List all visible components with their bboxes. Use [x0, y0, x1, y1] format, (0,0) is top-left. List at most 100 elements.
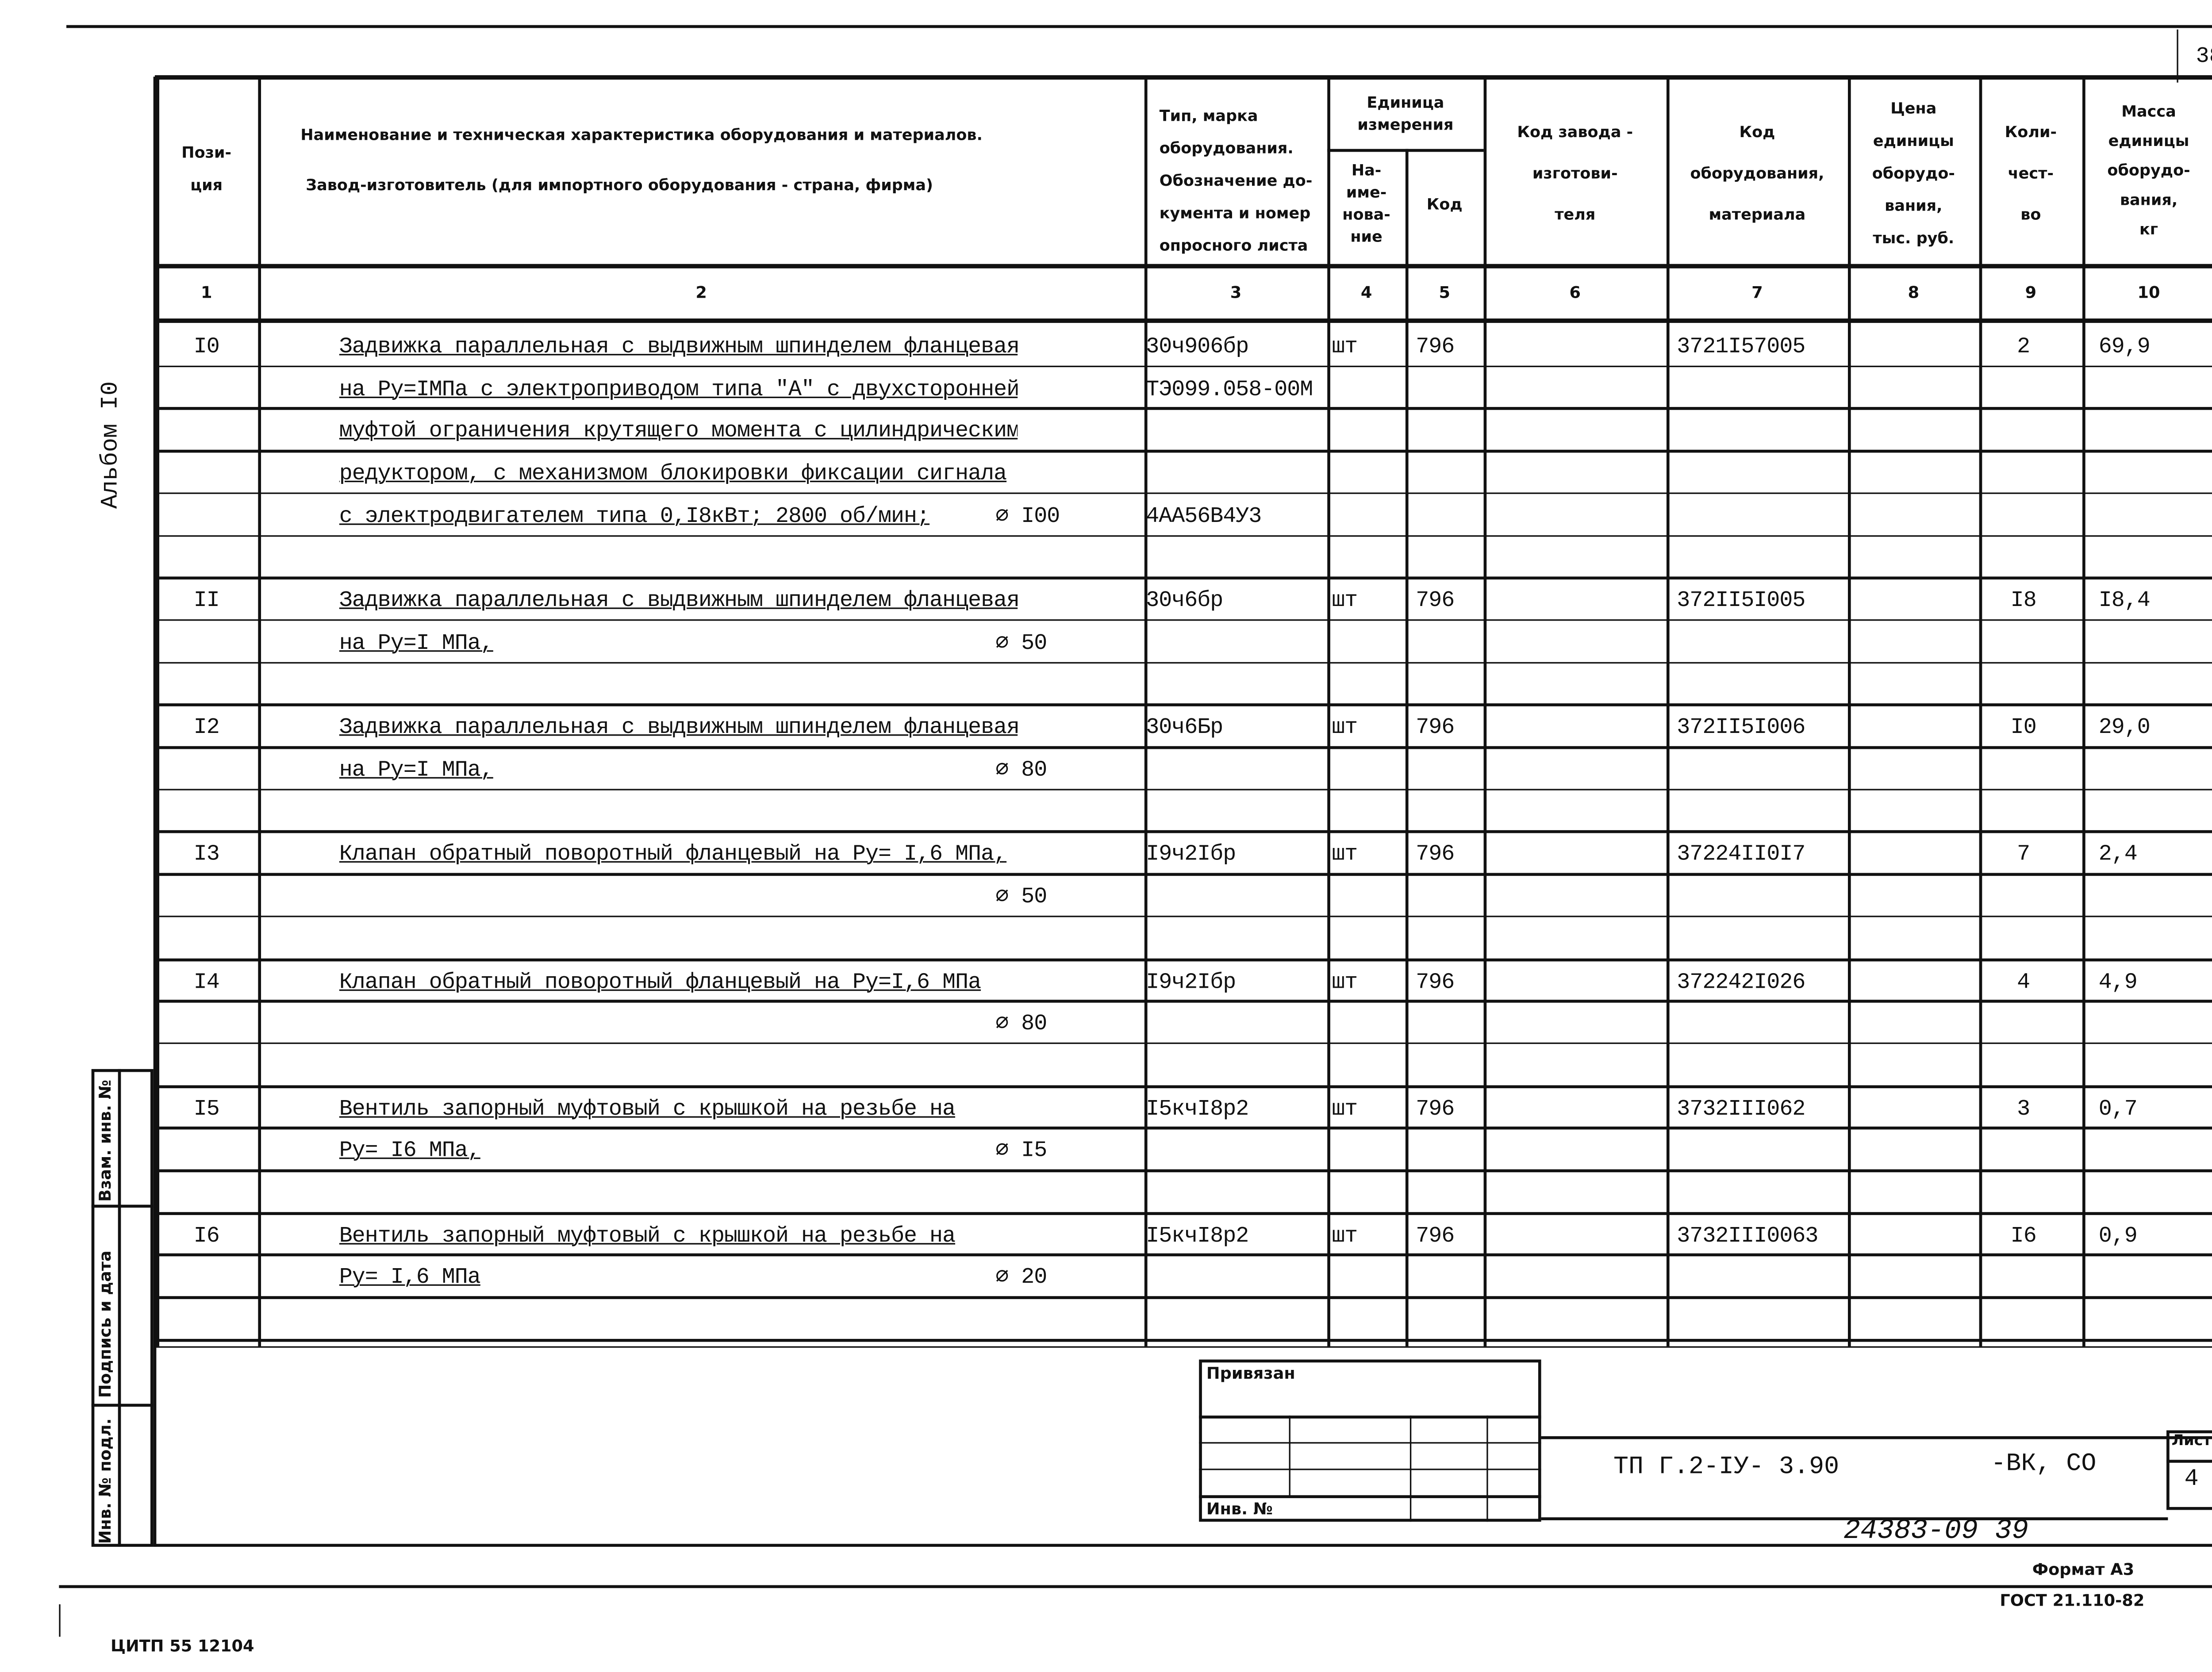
quantity-cell: 4	[2017, 969, 2030, 995]
stamp-vzam-inv: Взам. инв. №	[96, 1080, 115, 1202]
quantity-cell: I8	[2010, 588, 2037, 614]
type-cell: 30ч6Бр	[1146, 715, 1223, 741]
column-number: 7	[1751, 283, 1763, 303]
top-frame-line	[66, 25, 2212, 28]
type-cell: I5кчI8р2	[1146, 1223, 1249, 1249]
row-divider	[155, 619, 2212, 621]
row-divider	[155, 746, 2212, 748]
inventory-number-label: Инв. №	[1206, 1499, 1273, 1519]
quantity-cell: 3	[2017, 1096, 2030, 1122]
column-number: 5	[1439, 283, 1451, 303]
unit-cell: шт	[1332, 1096, 1358, 1122]
row-divider	[155, 1296, 2212, 1299]
column-number: 3	[1230, 283, 1242, 303]
row-divider	[155, 1000, 2212, 1002]
description-cell: с электродвигателем типа 0,I8кВт; 2800 о…	[339, 504, 930, 529]
type-cell: I5кчI8р2	[1146, 1096, 1249, 1122]
row-divider	[155, 661, 2212, 664]
column-number: 4	[1360, 283, 1372, 303]
sheet-label: Лист	[2171, 1433, 2212, 1450]
sheet-value: 4	[2184, 1465, 2199, 1492]
unit-code-cell: 796	[1416, 715, 1455, 741]
description-cell: Клапан обратный поворотный фланцевый на …	[339, 842, 1007, 868]
row-divider	[155, 365, 2212, 368]
description-cell: Ру= I6 МПа,	[339, 1139, 481, 1164]
header-unit-group: Единица измерения	[1357, 94, 1454, 134]
row-divider	[155, 915, 2212, 918]
header-unit-mass: Масса единицы оборудо- вания, кг	[2107, 102, 2190, 238]
row-divider	[155, 831, 2212, 834]
diameter-cell: ⌀ 80	[995, 1012, 1047, 1037]
column-divider	[1483, 77, 1487, 1346]
type-cell: ТЭ099.058-00М	[1146, 377, 1313, 403]
row-divider	[155, 1127, 2212, 1129]
description-cell: редуктором, с механизмом блокировки фикс…	[339, 461, 1007, 487]
table-top-border	[155, 75, 2212, 80]
equipment-code-cell: 3721I57005	[1677, 334, 1805, 360]
sheet-box-left	[2177, 29, 2178, 83]
description-cell: на Ру=IМПа с электроприводом типа "А" с …	[339, 377, 1018, 403]
equipment-code-cell: 3732III062	[1677, 1096, 1805, 1122]
diameter-cell: ⌀ 20	[995, 1266, 1047, 1291]
row-divider	[155, 1338, 2212, 1342]
row-divider	[155, 1169, 2212, 1172]
row-divider	[155, 450, 2212, 453]
document-designation: ТП Г.2-IУ- 3.90	[1613, 1453, 1839, 1482]
publisher-code: ЦИТП 55 12104	[111, 1637, 254, 1656]
stamp-signature-date: Подпись и дата	[96, 1250, 115, 1398]
unit-code-cell: 796	[1416, 969, 1455, 995]
mass-cell: 2,4	[2098, 842, 2138, 868]
format-label: Формат А3	[2032, 1560, 2135, 1580]
column-divider	[258, 77, 261, 1346]
mass-cell: I8,4	[2098, 588, 2151, 614]
position-cell: I4	[193, 969, 220, 995]
column-number: 6	[1569, 283, 1581, 303]
column-divider	[1848, 77, 1851, 1346]
row-divider	[155, 704, 2212, 707]
type-cell: 4АА56В4У3	[1146, 504, 1262, 529]
quantity-cell: I6	[2010, 1223, 2037, 1249]
position-cell: II	[193, 588, 220, 614]
column-divider	[1144, 77, 1148, 1346]
row-divider	[155, 1254, 2212, 1256]
mass-cell: 29,0	[2098, 715, 2151, 741]
equipment-code-cell: 3732III0063	[1677, 1223, 1818, 1249]
header-unit-name: На- име- нова- ние	[1342, 162, 1390, 246]
diameter-cell: ⌀ I5	[995, 1139, 1047, 1164]
header-unit-price: Цена единицы оборудо- вания, тыс. руб.	[1872, 100, 1955, 247]
description-cell: Задвижка параллельная с выдвижным шпинде…	[339, 715, 1018, 741]
unit-cell: шт	[1332, 969, 1358, 995]
quantity-cell: 7	[2017, 842, 2030, 868]
header-name-line1: Наименование и техническая характеристик…	[300, 127, 983, 145]
type-cell: I9ч2Iбр	[1146, 969, 1236, 995]
position-cell: I5	[193, 1096, 220, 1122]
description-cell: Задвижка параллельная с выдвижным шпинде…	[339, 334, 1018, 360]
numbers-row-border	[155, 318, 2212, 323]
column-divider	[1327, 77, 1330, 1346]
description-cell: Клапан обратный поворотный фланцевый на …	[339, 969, 981, 995]
unit-code-cell: 796	[1416, 1096, 1455, 1122]
column-divider	[2082, 77, 2085, 1346]
unit-code-cell: 796	[1416, 842, 1455, 868]
diameter-cell: ⌀ I00	[995, 504, 1060, 529]
column-number: 8	[1908, 283, 1920, 303]
column-divider	[155, 77, 160, 1346]
header-unit-code: Код	[1426, 196, 1463, 214]
position-cell: I6	[193, 1223, 220, 1249]
mass-cell: 4,9	[2098, 969, 2138, 995]
header-manufacturer-code: Код завода - изготови- теля	[1517, 123, 1633, 224]
description-cell: Ру= I,6 МПа	[339, 1266, 481, 1291]
sheet-number: 38	[2196, 44, 2212, 69]
linked-label: Привязан	[1206, 1364, 1295, 1383]
column-number: 9	[2025, 283, 2037, 303]
equipment-code-cell: 372242I026	[1677, 969, 1805, 995]
row-divider	[155, 788, 2212, 791]
header-equipment-code: Код оборудования, материала	[1690, 123, 1824, 224]
row-divider	[155, 1042, 2212, 1045]
unit-code-cell: 796	[1416, 334, 1455, 360]
unit-code-cell: 796	[1416, 588, 1455, 614]
table-body-bottom	[155, 1346, 2212, 1348]
column-divider	[1666, 77, 1670, 1346]
row-divider	[155, 577, 2212, 580]
